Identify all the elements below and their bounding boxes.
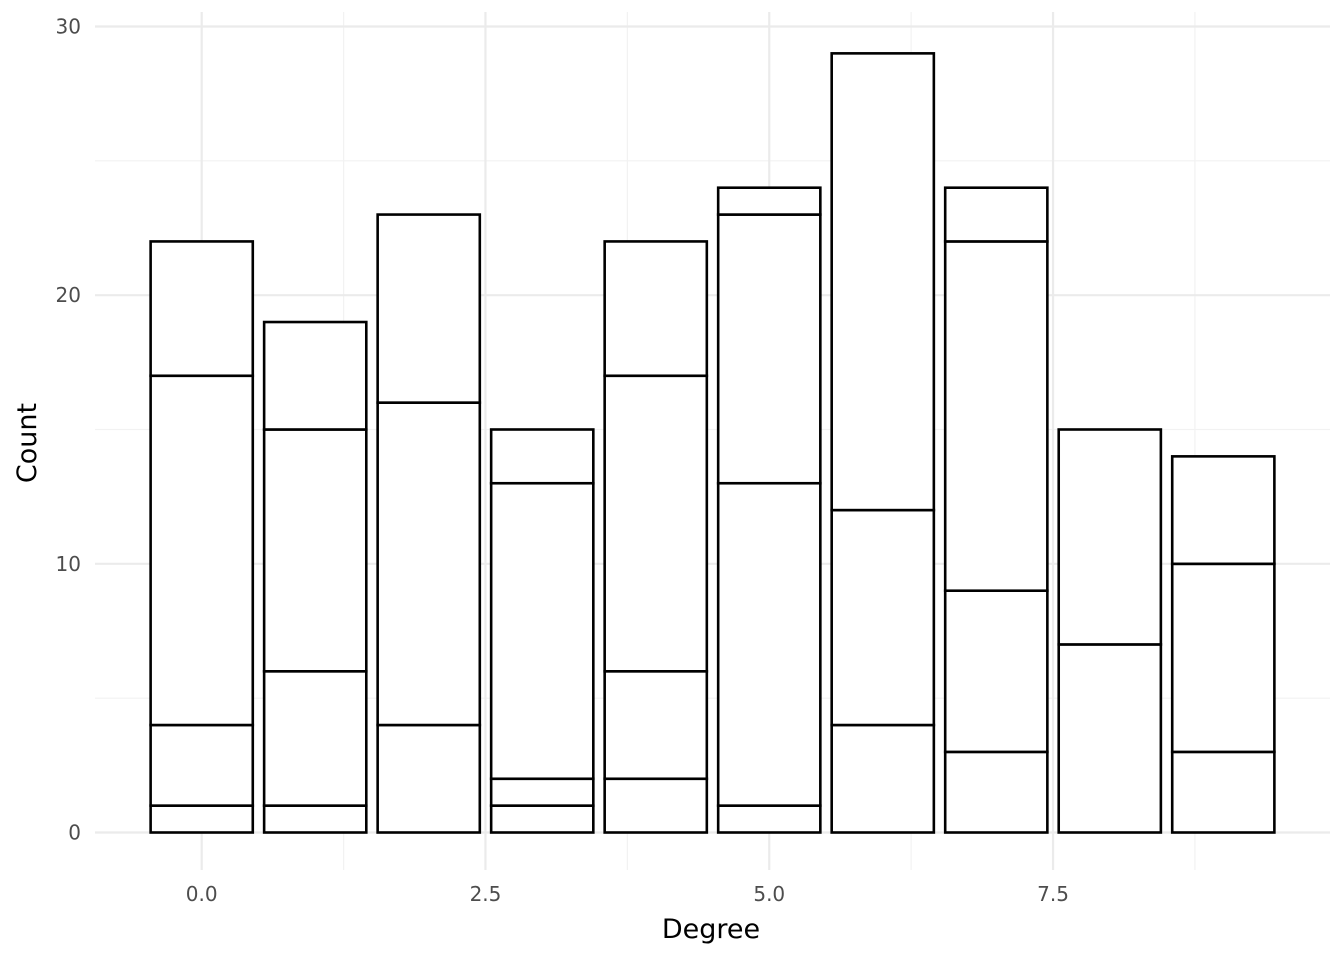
bar-segment (489, 777, 595, 807)
x-axis-title: Degree (662, 914, 760, 945)
bar-segment (1170, 455, 1276, 566)
bar-segment (376, 401, 482, 727)
y-axis-ticks: 0 10 20 30 (56, 15, 81, 845)
bar-segment (489, 804, 595, 834)
bar-group-x9 (1170, 455, 1276, 834)
bar-group-x4 (603, 240, 709, 834)
bar-segment (830, 52, 936, 512)
bar-segment (1057, 643, 1163, 834)
bar-segment (830, 723, 936, 834)
bar-segment (943, 589, 1049, 754)
bar-segment (603, 240, 709, 378)
x-tick-label: 0.0 (186, 882, 218, 906)
bar-group-x8 (1057, 428, 1163, 834)
bar-segment (489, 481, 595, 781)
bar-segment (603, 669, 709, 781)
bar-segment (262, 804, 368, 834)
y-tick-label: 20 (56, 283, 81, 307)
bar-group-x6 (830, 52, 936, 834)
bar-group-x2 (376, 213, 482, 834)
bar-segment (603, 374, 709, 673)
bar-segment (1170, 562, 1276, 754)
x-tick-label: 2.5 (470, 882, 502, 906)
bar-segment (1170, 750, 1276, 834)
bar-segment (716, 186, 822, 216)
bar-segment (489, 428, 595, 485)
bar-segment (262, 428, 368, 673)
bar-segment (1057, 428, 1163, 646)
bar-group-x5 (716, 186, 822, 834)
x-axis-ticks: 0.0 2.5 5.0 7.5 (186, 882, 1069, 906)
bar-segment (149, 804, 255, 834)
y-axis-title: Count (12, 403, 43, 483)
bar-segment (943, 750, 1049, 834)
y-tick-label: 10 (56, 552, 81, 576)
bar-segment (149, 374, 255, 727)
y-tick-label: 0 (68, 821, 81, 845)
bar-segment (376, 213, 482, 404)
x-tick-label: 7.5 (1037, 882, 1069, 906)
bar-group-x7 (943, 186, 1049, 834)
bar-group-x3 (489, 428, 595, 834)
bar-segment (376, 723, 482, 834)
bars (149, 52, 1276, 834)
bar-segment (262, 320, 368, 431)
bar-segment (830, 508, 936, 727)
bar-segment (603, 777, 709, 834)
bar-segment (943, 240, 1049, 592)
x-tick-label: 5.0 (753, 882, 785, 906)
bar-segment (149, 240, 255, 378)
y-tick-label: 30 (56, 15, 81, 39)
bar-group-x1 (262, 320, 368, 834)
bar-segment (716, 481, 822, 807)
bar-segment (943, 186, 1049, 243)
bar-segment (149, 723, 255, 807)
bar-segment (262, 669, 368, 807)
bar-segment (716, 804, 822, 834)
bar-segment (716, 213, 822, 485)
bar-group-x0 (149, 240, 255, 834)
